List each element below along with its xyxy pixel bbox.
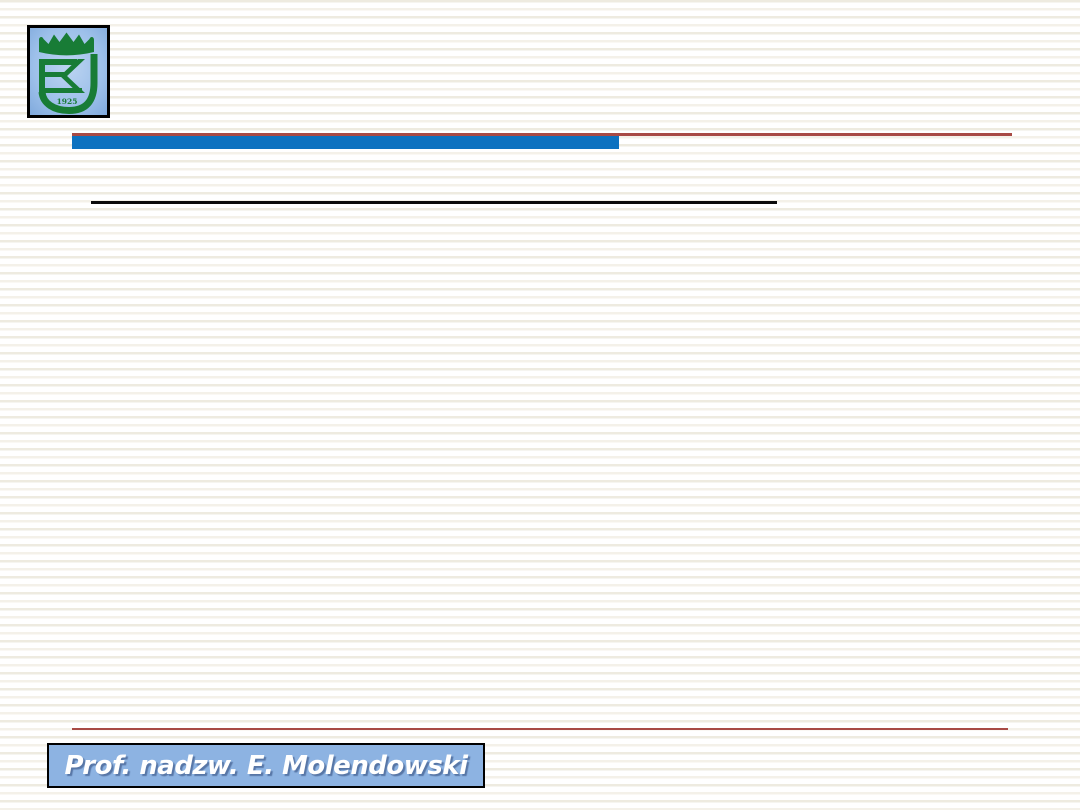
founding-year-label: 1925 — [57, 97, 78, 106]
author-name: Prof. nadzw. E. Molendowski — [64, 750, 469, 781]
crown-shape — [39, 32, 94, 56]
crest-icon: 1925 — [30, 28, 107, 115]
header-accent-line — [72, 133, 1012, 136]
eku-monogram — [39, 59, 85, 93]
footer-divider-line — [72, 728, 1008, 730]
title-underline — [91, 201, 777, 204]
author-footer-box: Prof. nadzw. E. Molendowski — [47, 743, 485, 788]
u-bowl-shape — [38, 54, 98, 115]
title-bar — [72, 136, 619, 149]
university-crest-logo: 1925 — [27, 25, 110, 118]
